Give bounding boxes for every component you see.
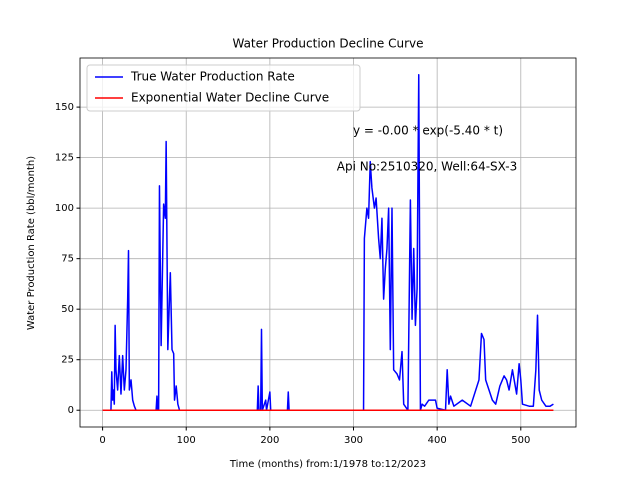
legend-label: Exponential Water Decline Curve (131, 91, 329, 105)
y-tick-label: 100 (55, 203, 74, 214)
y-axis-label: Water Production Rate (bbl/month) (26, 156, 37, 330)
annotation: Api No:2510320, Well:64-SX-3 (337, 160, 517, 174)
legend: True Water Production Rate Exponential Wa… (86, 64, 361, 112)
x-tick-label: 0 (99, 435, 105, 446)
annotation: y = -0.00 * exp(-5.40 * t) (353, 124, 503, 138)
legend-label: True Water Production Rate (130, 70, 295, 84)
x-tick-label: 400 (428, 435, 447, 446)
y-tick-label: 75 (61, 254, 74, 265)
y-tick-label: 125 (55, 153, 74, 164)
y-tick-label: 25 (61, 355, 74, 366)
x-tick-label: 200 (260, 435, 279, 446)
y-tick-label: 0 (68, 405, 74, 416)
x-axis-label: Time (months) from:1/1978 to:12/2023 (229, 459, 426, 470)
chart-title: Water Production Decline Curve (232, 37, 423, 51)
x-tick-label: 300 (344, 435, 363, 446)
y-tick-label: 50 (61, 304, 74, 315)
legend-box (86, 64, 361, 112)
plot-frame (79, 57, 577, 428)
x-tick-label: 500 (511, 435, 530, 446)
x-tick-label: 100 (177, 435, 196, 446)
y-tick-label: 150 (55, 102, 74, 113)
